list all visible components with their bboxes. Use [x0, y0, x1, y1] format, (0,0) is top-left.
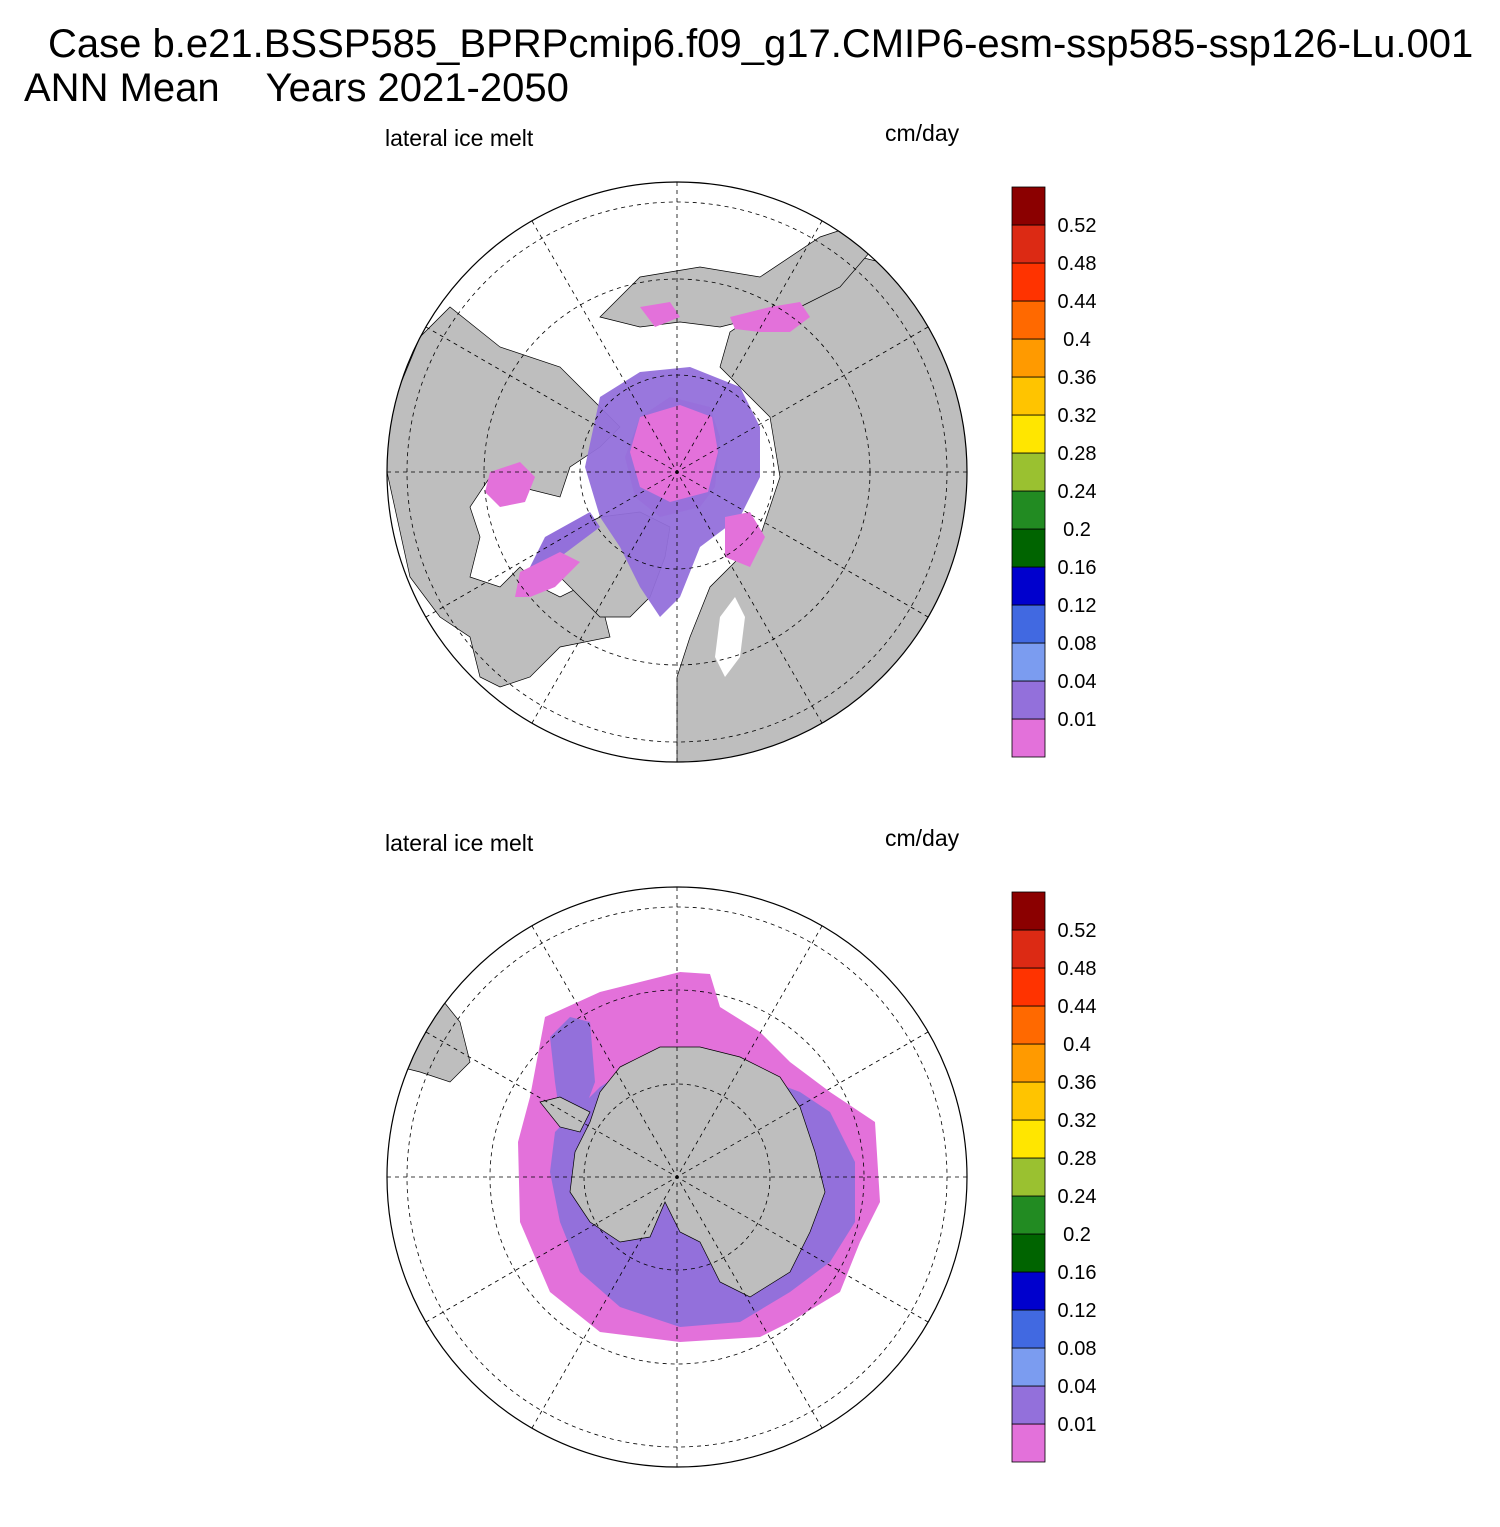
period-title: ANN Mean Years 2021-2050	[24, 66, 569, 110]
legend-label: 0.4	[1063, 329, 1091, 351]
map-border	[386, 181, 968, 763]
legend-swatch	[1011, 1309, 1046, 1349]
legend-swatch	[1011, 1081, 1046, 1121]
north-america-land	[387, 306, 621, 688]
legend-label: 0.4	[1063, 1034, 1091, 1056]
legend-swatch	[1011, 891, 1046, 931]
legend-label: 0.48	[1058, 958, 1097, 980]
legend-swatch	[1011, 566, 1046, 606]
labrador-ice	[515, 552, 580, 597]
legend-label: 0.2	[1063, 519, 1091, 541]
legend-label: 0.16	[1058, 557, 1097, 579]
legend-swatch	[1011, 224, 1046, 264]
legend-label: 0.08	[1058, 633, 1097, 655]
graticule	[387, 182, 967, 762]
legend-label: 0.44	[1058, 996, 1097, 1018]
legend-label: 0.32	[1058, 1110, 1097, 1132]
legend-swatch	[1011, 1157, 1046, 1197]
legend-label: 0.24	[1058, 1186, 1097, 1208]
variable-label: lateral ice melt	[385, 830, 534, 856]
barents-ice	[725, 512, 765, 567]
legend-swatch	[1011, 929, 1046, 969]
legend-label: 0.01	[1058, 1414, 1097, 1436]
legend-label: 0.52	[1058, 920, 1097, 942]
graticule	[387, 887, 967, 1467]
legend-label: 0.36	[1058, 367, 1097, 389]
legend-swatch	[1011, 1385, 1046, 1425]
legend-swatch	[1011, 1005, 1046, 1045]
legend-label: 0.36	[1058, 1072, 1097, 1094]
legend-label: 0.52	[1058, 215, 1097, 237]
years-label: Years 2021-2050	[265, 66, 569, 110]
legend-swatch	[1011, 604, 1046, 644]
legend: 0.01 0.04 0.08 0.12 0.16 0.2 0.24 0.28 0.32 0.36 0…	[1011, 891, 1097, 1463]
variable-label: lateral ice melt	[385, 125, 534, 151]
map-border	[386, 886, 968, 1468]
legend-swatch	[1011, 642, 1046, 682]
south-polar-panel: lateral ice melt cm/day	[0, 822, 1500, 1527]
legend-label: 0.04	[1058, 1376, 1097, 1398]
legend-swatch	[1011, 490, 1046, 530]
legend-swatch	[1011, 186, 1046, 226]
legend-swatch	[1011, 528, 1046, 568]
legend-swatch	[1011, 376, 1046, 416]
north-polar-panel: lateral ice melt cm/day	[0, 117, 1500, 822]
legend-label: 0.12	[1058, 1300, 1097, 1322]
weddell-purple-tongue	[550, 1017, 595, 1122]
north-polar-map: 0.01 0.04 0.08 0.12 0.16 0.2 0.24 0.28 0.32 0.36 0…	[386, 181, 1097, 763]
antarctica-land	[569, 1046, 826, 1298]
okhotsk-ice	[730, 302, 810, 332]
legend-label: 0.04	[1058, 671, 1097, 693]
bering-ice	[640, 302, 680, 327]
legend-label: 0.08	[1058, 1338, 1097, 1360]
legend-label: 0.44	[1058, 291, 1097, 313]
units-label: cm/day	[885, 825, 960, 851]
legend-swatch	[1011, 1043, 1046, 1083]
legend-swatch	[1011, 718, 1046, 758]
case-title: Case b.e21.BSSP585_BPRPcmip6.f09_g17.CMI…	[48, 22, 1474, 66]
legend-swatch	[1011, 262, 1046, 302]
legend-swatch	[1011, 680, 1046, 720]
legend-swatch	[1011, 967, 1046, 1007]
mean-label: ANN Mean	[24, 66, 220, 110]
arctic-ice-pink-center	[630, 405, 718, 502]
legend-label: 0.01	[1058, 709, 1097, 731]
legend-label: 0.24	[1058, 481, 1097, 503]
hudson-ice	[485, 462, 535, 507]
baltic-water	[715, 597, 745, 677]
legend-label: 0.28	[1058, 1148, 1097, 1170]
legend-swatch	[1011, 1271, 1046, 1311]
legend-swatch	[1011, 452, 1046, 492]
antarctic-peninsula-land	[539, 1096, 591, 1133]
legend-swatch	[1011, 300, 1046, 340]
legend-swatch	[1011, 1233, 1046, 1273]
units-label: cm/day	[885, 120, 960, 146]
legend-swatch	[1011, 1195, 1046, 1235]
legend: 0.01 0.04 0.08 0.12 0.16 0.2 0.24 0.28 0.32 0.36 0…	[1011, 186, 1097, 758]
legend-label: 0.32	[1058, 405, 1097, 427]
legend-swatch	[1011, 338, 1046, 378]
legend-swatch	[1011, 414, 1046, 454]
legend-label: 0.12	[1058, 595, 1097, 617]
legend-label: 0.28	[1058, 443, 1097, 465]
legend-label: 0.48	[1058, 253, 1097, 275]
legend-swatch	[1011, 1423, 1046, 1463]
legend-label: 0.16	[1058, 1262, 1097, 1284]
legend-swatch	[1011, 1347, 1046, 1387]
legend-label: 0.2	[1063, 1224, 1091, 1246]
south-polar-map: 0.01 0.04 0.08 0.12 0.16 0.2 0.24 0.28 0.32 0.36 0…	[386, 886, 1097, 1468]
legend-swatch	[1011, 1119, 1046, 1159]
